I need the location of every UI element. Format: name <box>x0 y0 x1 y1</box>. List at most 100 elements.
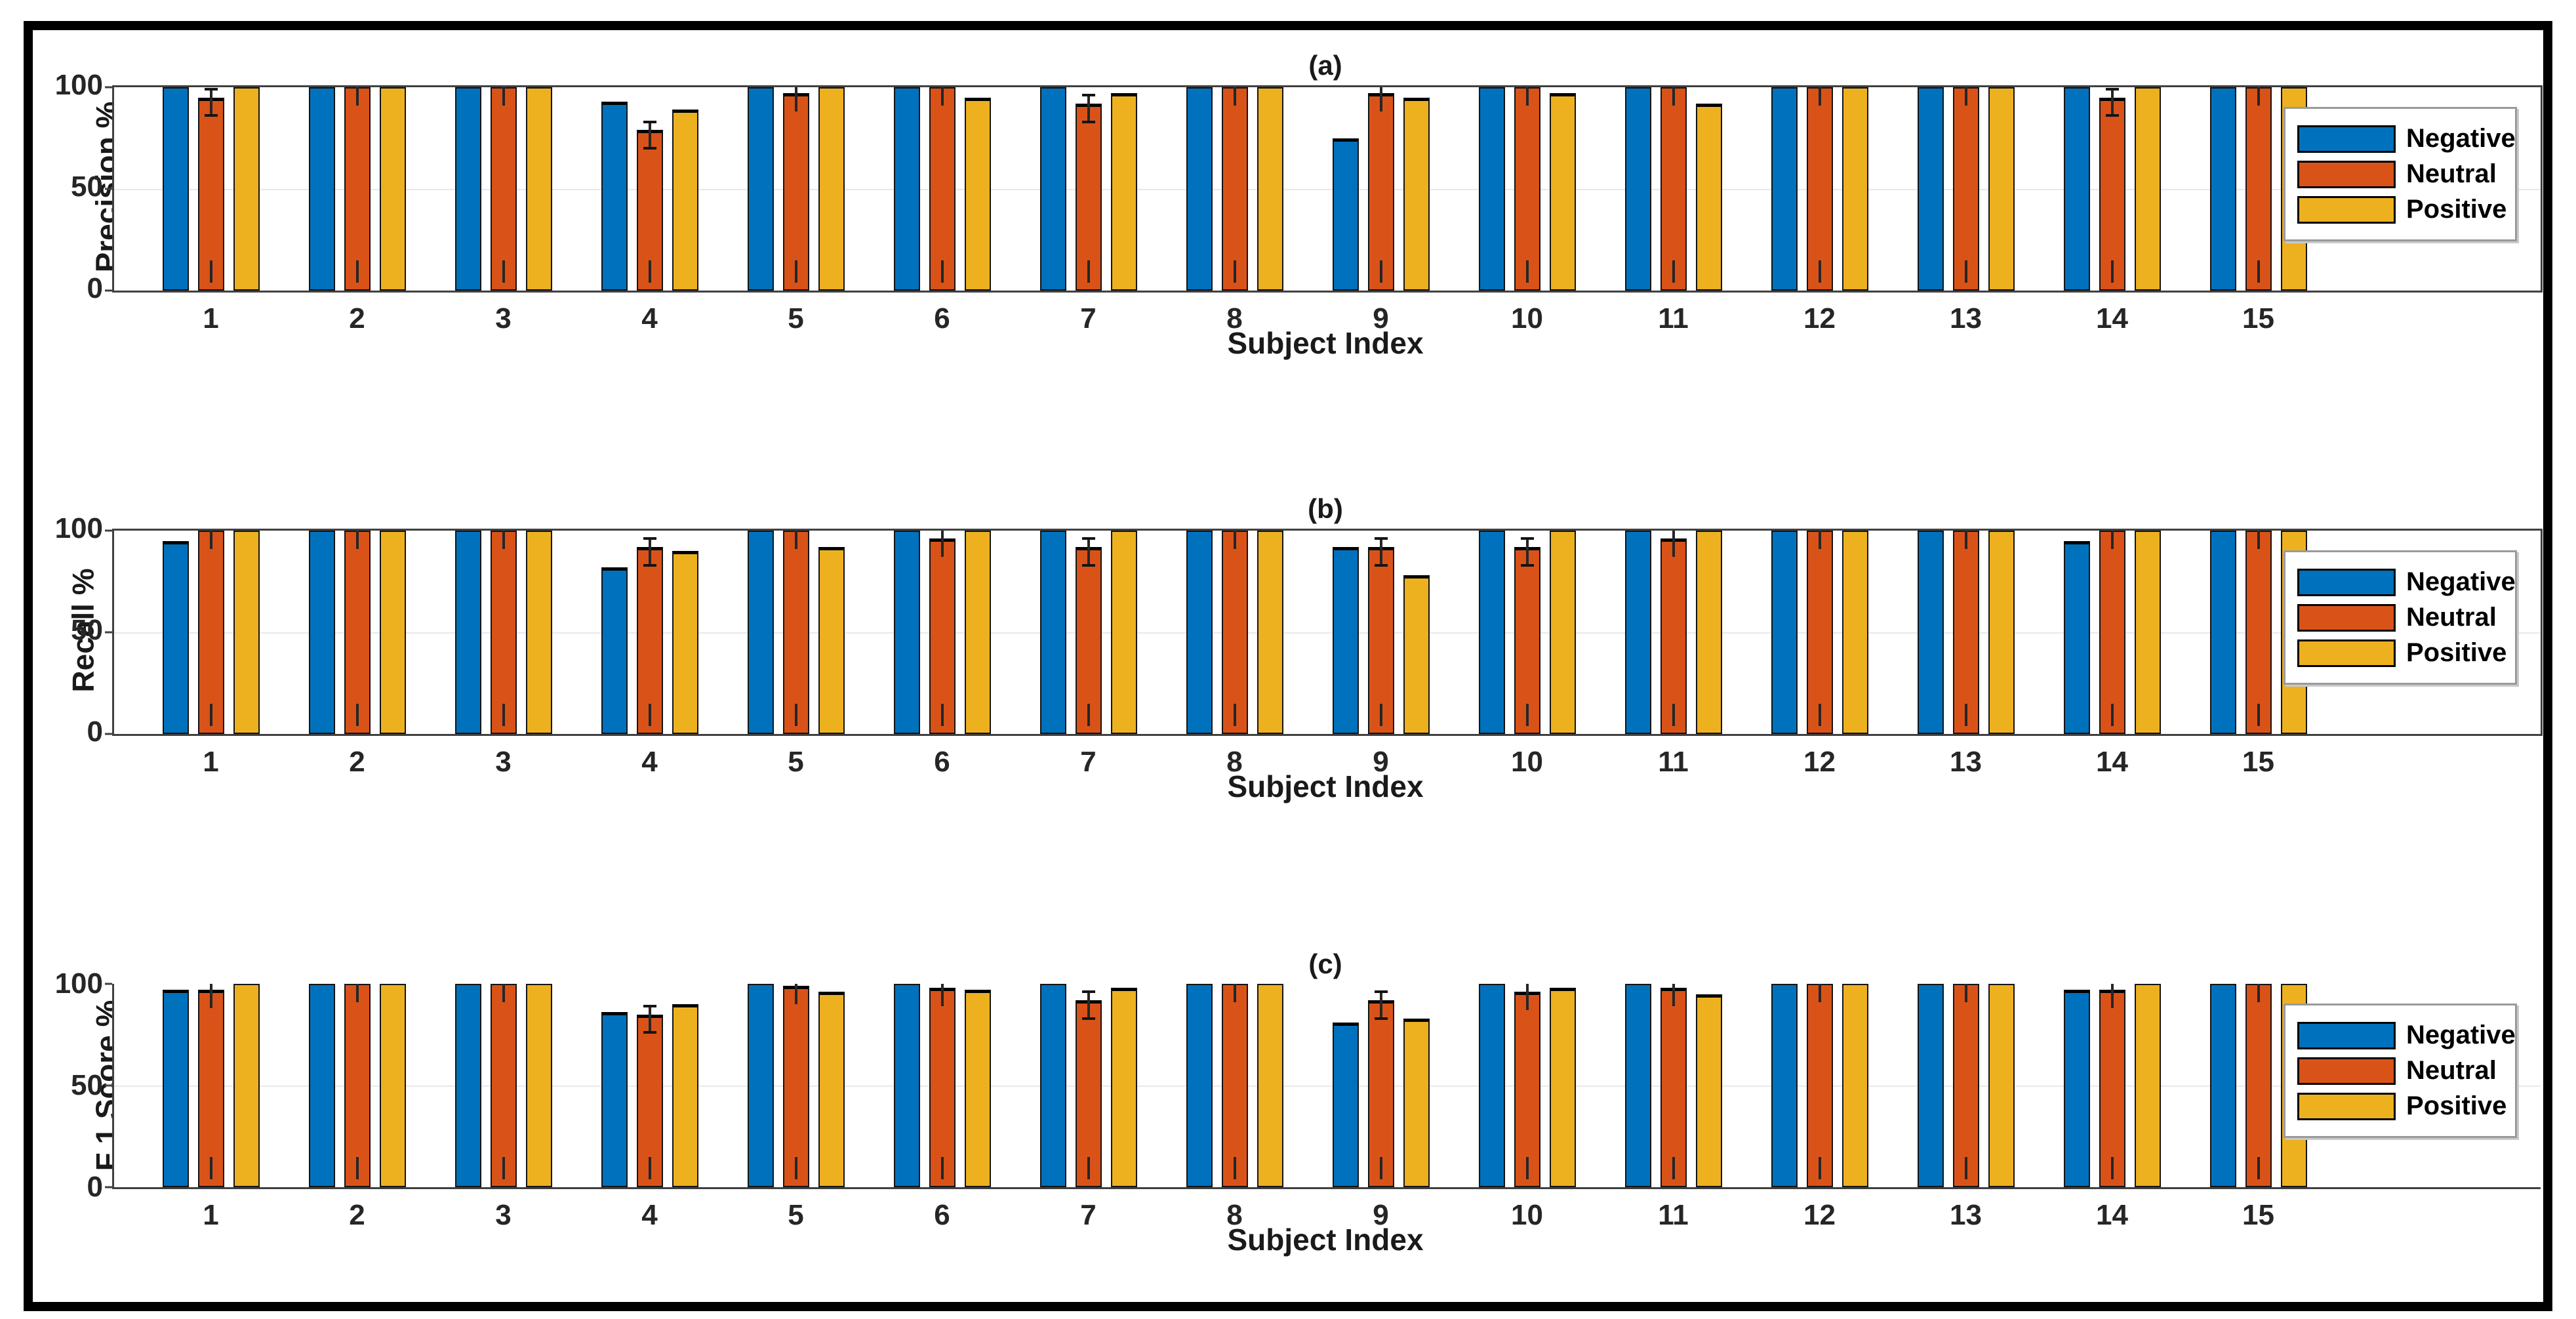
bar-positive <box>964 97 991 291</box>
bar-slot <box>1952 87 1979 291</box>
error-whisker <box>209 984 212 1009</box>
error-whisker-lower <box>1087 703 1090 726</box>
bar-slot <box>1988 531 2015 734</box>
bar-positive <box>1695 103 1722 291</box>
bar-slot <box>233 531 260 734</box>
x-tick-label: 11 <box>1658 746 1689 778</box>
error-whisker-lower <box>1525 703 1529 726</box>
bar-slot <box>929 87 956 291</box>
error-whisker-lower <box>1525 1156 1529 1179</box>
bar-slot <box>1478 984 1505 1187</box>
bar-positive <box>379 531 406 734</box>
error-whisker <box>940 531 944 558</box>
bar-slot <box>747 984 774 1187</box>
error-whisker <box>794 87 797 112</box>
bar-positive <box>1549 531 1576 734</box>
bar-group: 11 <box>1600 531 1746 778</box>
error-whisker <box>209 531 212 549</box>
error-cap-top <box>1081 990 1095 994</box>
bar-slot <box>1039 87 1066 291</box>
bar-positive <box>1110 988 1137 1187</box>
bar-slot <box>308 531 335 734</box>
error-whisker-lower <box>794 703 797 726</box>
bar-positive <box>233 984 260 1187</box>
y-tick-mark <box>105 1186 112 1188</box>
bar-negative <box>308 984 335 1187</box>
bar-slot <box>1771 531 1798 734</box>
bar-group: 2 <box>284 531 430 778</box>
error-cap-bottom <box>1520 563 1534 567</box>
bar-slot <box>1221 984 1248 1187</box>
bar-negative <box>601 1012 628 1187</box>
bar-slot <box>197 531 224 734</box>
bar-negative <box>1332 138 1359 291</box>
bar-group: 4 <box>576 531 723 778</box>
bar-group: 12 <box>1746 87 1893 335</box>
bar-slot <box>964 984 991 1187</box>
bar-slot <box>1695 984 1722 1187</box>
x-tick-label: 11 <box>1658 1199 1689 1231</box>
bar-positive <box>1549 93 1576 291</box>
bar-positive <box>233 531 260 734</box>
error-cap-top <box>643 1005 656 1008</box>
bar-slot <box>1660 984 1687 1187</box>
bar-group: 8 <box>1161 531 1308 778</box>
legend-item: Negative <box>2297 124 2516 153</box>
bar-slot <box>1039 531 1066 734</box>
bar-slot <box>636 984 663 1187</box>
bar-slot <box>1403 87 1430 291</box>
error-whisker-lower <box>1964 1156 1967 1179</box>
bar-neutral <box>1221 984 1248 1187</box>
error-whisker-lower <box>1233 260 1236 283</box>
bar-slot <box>1841 87 1868 291</box>
error-whisker-lower <box>794 260 797 283</box>
error-whisker-lower <box>1379 1156 1382 1179</box>
legend-item: Neutral <box>2297 159 2515 189</box>
x-tick-label: 4 <box>641 302 658 335</box>
error-whisker-lower <box>502 260 505 283</box>
bar-group: 4 <box>576 984 723 1231</box>
x-tick-label: 13 <box>1950 1199 1982 1231</box>
error-whisker <box>1233 984 1236 1002</box>
legend-label: Negative <box>2406 124 2516 153</box>
bar-slot <box>1514 87 1540 291</box>
error-whisker-lower <box>648 703 651 726</box>
bar-slot <box>233 87 260 291</box>
subplot-c: (c) F 1 Score % 0 50 100 1 2 3 4 5 6 7 8 9 10 11 12 13 14 1… <box>33 944 2543 1260</box>
bar-positive <box>1403 97 1430 291</box>
error-cap-bottom <box>1081 563 1095 567</box>
bar-neutral <box>197 531 224 734</box>
error-whisker <box>794 531 797 549</box>
error-cap-bottom <box>643 1031 656 1034</box>
error-whisker-lower <box>2110 260 2114 283</box>
bar-slot <box>1403 531 1430 734</box>
bar-neutral <box>344 531 371 734</box>
bar-slot <box>2245 531 2272 734</box>
bar-negative <box>1478 87 1505 291</box>
bar-slot <box>1660 87 1687 291</box>
bar-slot <box>636 531 663 734</box>
bar-group: 7 <box>1015 984 1161 1231</box>
bar-positive <box>1257 531 1283 734</box>
chart-row: F 1 Score % 0 50 100 1 2 3 4 5 6 7 8 9 10 11 12 13 14 15 Ne… <box>33 967 2543 1231</box>
bar-slot <box>1514 984 1540 1187</box>
x-tick-label: 2 <box>349 746 365 778</box>
legend-item: Negative <box>2297 1021 2516 1050</box>
y-axis: Recall % 0 50 100 <box>33 512 112 748</box>
bar-slot <box>379 87 406 291</box>
error-whisker <box>2110 89 2114 116</box>
y-tick-label: 0 <box>87 1171 103 1203</box>
bar-neutral <box>1075 103 1102 291</box>
error-whisker <box>1672 531 1675 558</box>
error-whisker <box>209 89 212 116</box>
error-whisker <box>1818 984 1821 1002</box>
bar-slot <box>818 984 845 1187</box>
bar-slot <box>1257 87 1283 291</box>
bar-neutral <box>1660 538 1687 734</box>
bar-slot <box>2209 531 2236 734</box>
bar-positive <box>379 87 406 291</box>
bar-groups: 1 2 3 4 5 6 7 8 9 10 11 12 13 14 15 <box>138 531 2331 778</box>
error-whisker-lower <box>355 703 359 726</box>
bar-slot <box>672 984 698 1187</box>
bar-group: 6 <box>869 531 1015 778</box>
